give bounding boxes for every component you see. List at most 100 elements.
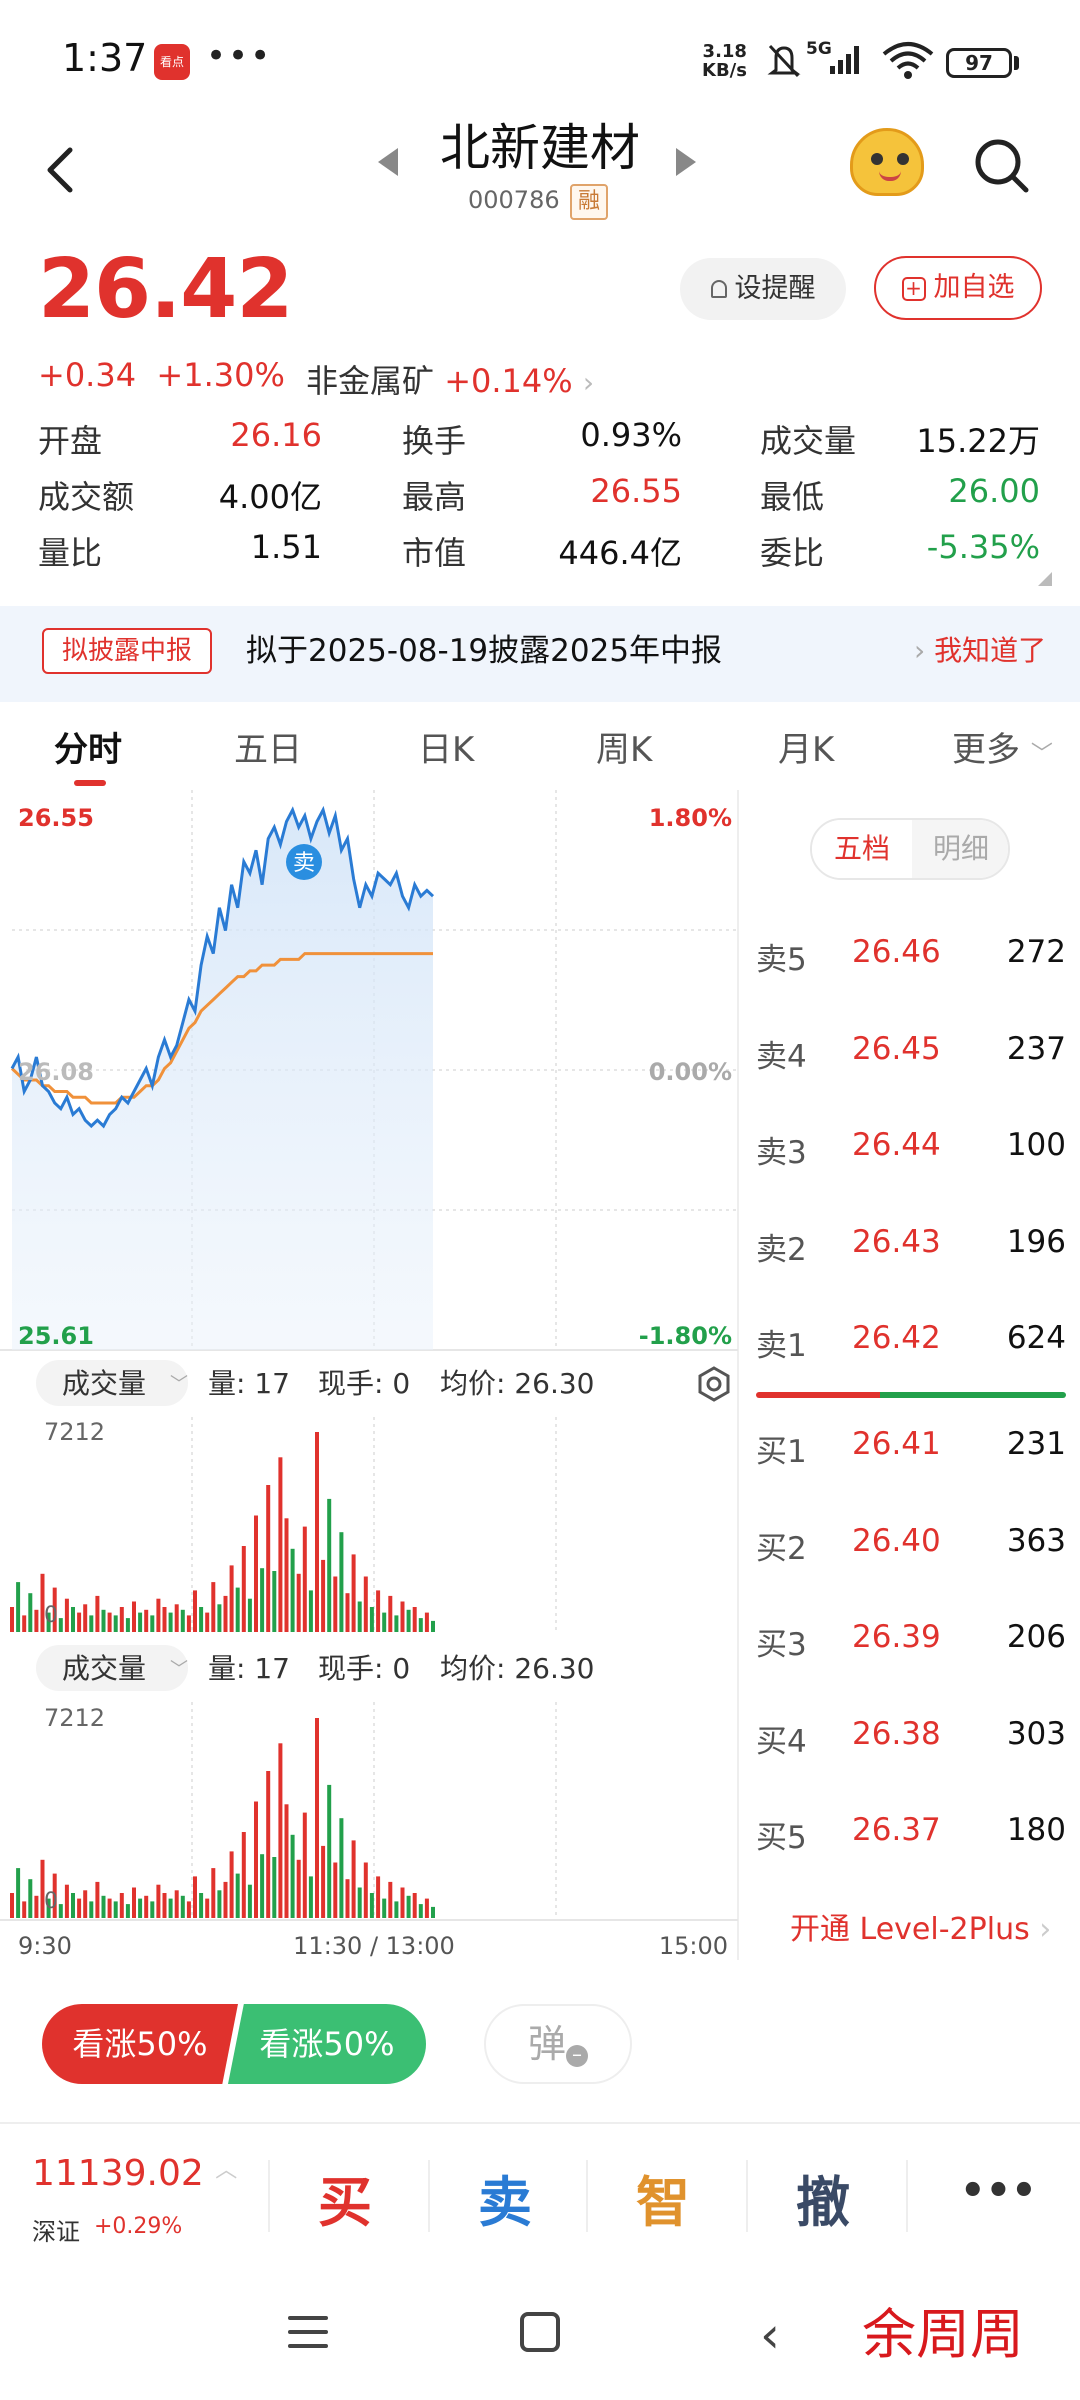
prev-stock-icon[interactable]	[378, 148, 398, 176]
add-watchlist-button[interactable]: + 加自选	[874, 256, 1042, 320]
sell-order-row[interactable]: 卖5 26.46 272	[756, 934, 1066, 984]
sell-order-volume: 237	[1006, 1030, 1066, 1067]
mascot-icon[interactable]	[850, 128, 924, 196]
add-watchlist-label: 加自选	[933, 272, 1015, 303]
buy-order-row[interactable]: 买4 26.38 303	[756, 1716, 1066, 1766]
volume-bar	[16, 1868, 21, 1918]
nav-menu-icon[interactable]	[288, 2316, 328, 2358]
buy-order-row[interactable]: 买5 26.37 180	[756, 1812, 1066, 1862]
tab-trade-detail[interactable]: 明细	[912, 820, 1008, 878]
sell-order-level: 卖5	[756, 942, 807, 978]
smart-trade-button[interactable]: 智	[636, 2171, 690, 2234]
notice-dismiss-link[interactable]: › 我知道了	[914, 628, 1046, 674]
app-notification-icon: 看点	[154, 44, 190, 80]
intraday-chart[interactable]: 卖 成交量 ﹀ 量: 17 现手: 0 均价: 26.30 7212 0 成交量…	[0, 790, 1080, 1970]
volume-bar	[144, 1609, 149, 1632]
buy-button[interactable]: 买	[318, 2171, 372, 2234]
sector-link[interactable]: 非金属矿 +0.14% ›	[306, 356, 594, 402]
volume-bar	[95, 1595, 100, 1632]
buy-order-row[interactable]: 买3 26.39 206	[756, 1619, 1066, 1669]
sell-order-price: 26.42	[852, 1320, 941, 1356]
action-separator	[586, 2160, 588, 2232]
back-arrow-icon[interactable]	[36, 130, 96, 210]
volume-bar	[223, 1595, 228, 1632]
volume-bar	[58, 1618, 63, 1632]
volume-bar	[351, 1840, 356, 1918]
more-actions-icon[interactable]: •••	[960, 2168, 1037, 2214]
sell-order-row[interactable]: 卖1 26.42 624	[756, 1320, 1066, 1370]
sell-order-row[interactable]: 卖2 26.43 196	[756, 1224, 1066, 1274]
volume-bar	[16, 1582, 21, 1632]
stat-label: 成交量	[760, 422, 857, 460]
search-icon[interactable]	[972, 136, 1032, 196]
volume-selector-1[interactable]	[36, 1360, 188, 1406]
more-notifications-icon: •••	[206, 36, 273, 76]
sell-button[interactable]: 卖	[478, 2171, 532, 2234]
volume-bar	[351, 1554, 356, 1632]
volume-bar	[272, 1857, 277, 1918]
volume-bar	[431, 1906, 435, 1918]
nav-home-icon[interactable]	[520, 2312, 560, 2352]
index-change: +0.29%	[94, 2214, 183, 2239]
index-value-text: 11139.02	[32, 2153, 204, 2194]
tab-active-indicator	[74, 780, 106, 786]
tab-monthly-k[interactable]: 月K	[778, 730, 835, 770]
volume-bar	[89, 1615, 94, 1632]
buy-order-row[interactable]: 买1 26.41 231	[756, 1426, 1066, 1476]
nav-back-icon[interactable]: ‹	[760, 2306, 780, 2364]
sell-marker[interactable]: 卖	[286, 844, 322, 880]
volume-bar	[424, 1612, 429, 1632]
volume-bar	[418, 1904, 423, 1918]
pct-max-label: 1.80%	[649, 804, 732, 832]
tab-daily-k[interactable]: 日K	[418, 730, 475, 770]
y-min-label: 25.61	[18, 1322, 94, 1350]
set-alert-label: 设提醒	[734, 273, 816, 304]
stat-value: 446.4亿	[558, 534, 682, 572]
volume-bar	[382, 1612, 387, 1632]
tab-more[interactable]: 更多 ﹀	[952, 722, 1053, 771]
volume-value: 量: 17	[208, 1367, 290, 1400]
stat-label: 委比	[760, 534, 825, 572]
stat-value: 1.51	[250, 528, 322, 566]
tab-five-day[interactable]: 五日	[234, 730, 302, 770]
order-book-tabs: 五档 明细	[810, 818, 1010, 880]
index-value[interactable]: 11139.02 ︿	[32, 2152, 237, 2194]
mute-icon	[767, 44, 801, 78]
buy-order-volume: 303	[1006, 1715, 1066, 1752]
tab-intraday[interactable]: 分时	[54, 730, 122, 770]
cancel-order-button[interactable]: 撤	[796, 2171, 850, 2234]
stat-value: 26.55	[590, 472, 682, 510]
pct-min-label: -1.80%	[639, 1322, 732, 1350]
volume-bar	[345, 1879, 350, 1918]
volume-selector-label: 成交量	[62, 1367, 146, 1400]
sell-order-row[interactable]: 卖4 26.45 237	[756, 1031, 1066, 1081]
bullish-button[interactable]: 看涨50%	[42, 2004, 238, 2084]
bearish-button[interactable]: 看涨50%	[228, 2004, 426, 2084]
volume-bar	[156, 1598, 161, 1632]
next-stock-icon[interactable]	[676, 148, 696, 176]
set-alert-button[interactable]: 设提醒	[680, 258, 846, 320]
volume-bar	[266, 1771, 271, 1918]
volume-bar	[162, 1607, 167, 1632]
tab-weekly-k[interactable]: 周K	[596, 730, 653, 770]
volume-bar	[394, 1615, 399, 1632]
volume-bar	[339, 1532, 344, 1632]
volume-bar	[400, 1887, 405, 1918]
volume-bar	[132, 1601, 136, 1632]
level2-upgrade-link[interactable]: 开通 Level-2Plus ›	[790, 1904, 1051, 1948]
volume-bar	[205, 1612, 210, 1632]
buy-order-row[interactable]: 买2 26.40 363	[756, 1523, 1066, 1573]
action-separator	[268, 2160, 270, 2232]
volume-bar	[382, 1898, 387, 1918]
danmaku-toggle[interactable]: 弹 –	[484, 2004, 632, 2084]
expand-corner-icon[interactable]	[1038, 572, 1052, 586]
buy-order-price: 26.37	[852, 1812, 941, 1848]
volume-selector-2[interactable]	[36, 1645, 188, 1691]
tab-five-levels[interactable]: 五档	[812, 820, 912, 878]
volume-bar	[217, 1890, 222, 1918]
average-price-2: 均价: 26.30	[440, 1652, 595, 1685]
sell-order-row[interactable]: 卖3 26.44 100	[756, 1127, 1066, 1177]
volume-bar	[302, 1526, 307, 1632]
settings-gear-icon[interactable]	[698, 1366, 730, 1402]
y-mid-label: 26.08	[18, 1058, 94, 1086]
